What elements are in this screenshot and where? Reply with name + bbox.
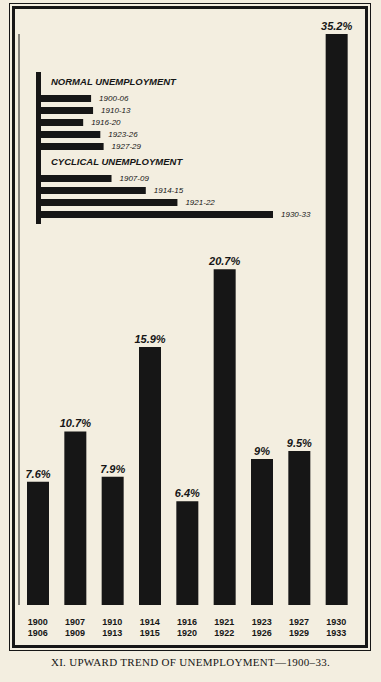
svg-text:1930-33: 1930-33	[281, 210, 311, 219]
svg-text:19071909: 19071909	[65, 617, 85, 637]
svg-text:19101913: 19101913	[102, 617, 122, 637]
svg-text:1927-29: 1927-29	[112, 142, 142, 151]
svg-text:19211922: 19211922	[214, 617, 234, 637]
svg-text:1900-06: 1900-06	[99, 94, 129, 103]
html-text:XI. UPWARD TREND OF UNEMPLOYME: XI. UPWARD TREND OF UNEMPLOYMENT—1900–33…	[50, 656, 331, 668]
svg-text:35.2%: 35.2%	[321, 20, 352, 32]
svg-text:7.9%: 7.9%	[100, 463, 125, 475]
svg-text:10.7%: 10.7%	[60, 417, 91, 429]
svg-text:19001906: 19001906	[28, 617, 48, 637]
svg-text:19301933: 19301933	[326, 617, 346, 637]
svg-text:19271929: 19271929	[289, 617, 309, 637]
svg-text:7.6%: 7.6%	[25, 468, 50, 480]
svg-text:1916-20: 1916-20	[91, 118, 121, 127]
svg-text:1910-13: 1910-13	[101, 106, 131, 115]
svg-text:15.9%: 15.9%	[134, 333, 165, 345]
html-text:NORMAL UNEMPLOYMENT: NORMAL UNEMPLOYMENT	[51, 76, 176, 87]
svg-text:1921-22: 1921-22	[185, 198, 215, 207]
html-text:CYCLICAL UNEMPLOYMENT: CYCLICAL UNEMPLOYMENT	[51, 156, 183, 167]
svg-text:6.4%: 6.4%	[175, 487, 200, 499]
svg-text:9.5%: 9.5%	[287, 437, 312, 449]
svg-text:1907-09: 1907-09	[120, 174, 150, 183]
svg-text:19141915: 19141915	[140, 617, 160, 637]
svg-text:20.7%: 20.7%	[208, 255, 240, 267]
svg-text:19231926: 19231926	[252, 617, 272, 637]
svg-text:1923-26: 1923-26	[108, 130, 138, 139]
svg-text:9%: 9%	[254, 445, 270, 457]
svg-text:19161920: 19161920	[177, 617, 197, 637]
svg-text:1914-15: 1914-15	[154, 186, 184, 195]
